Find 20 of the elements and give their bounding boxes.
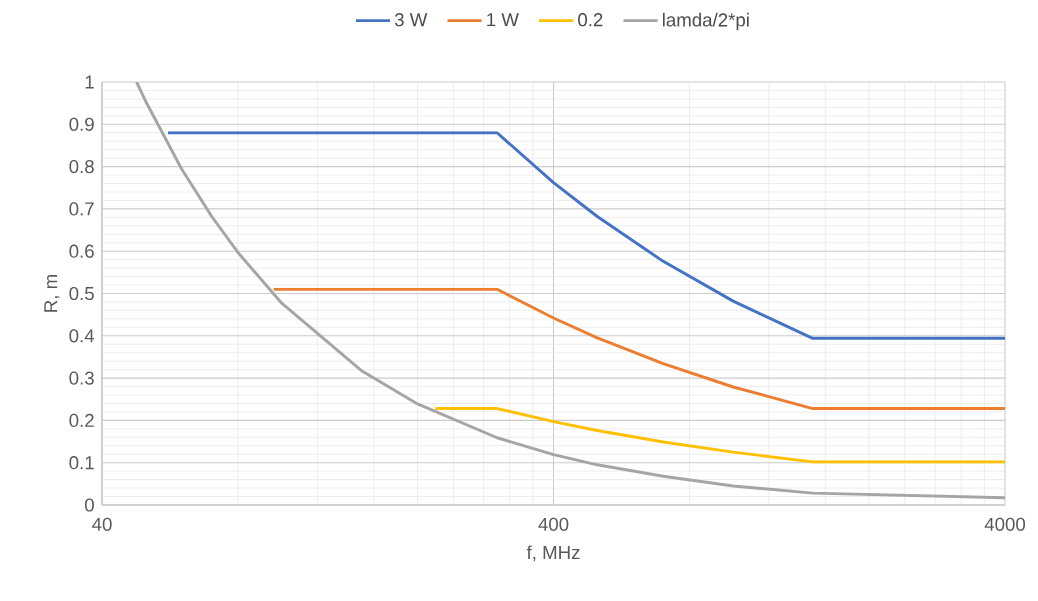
y-tick-label: 0.9 [69, 117, 94, 131]
x-tick-label: 40 [92, 517, 112, 531]
y-tick-label: 0.8 [69, 159, 94, 174]
y-tick-label: 0.7 [69, 202, 94, 216]
legend-label: 0.2 [578, 13, 603, 27]
x-axis-title: f, MHz [526, 545, 580, 562]
y-axis-title: R, m [44, 275, 60, 312]
y-tick-label: 0.4 [69, 329, 95, 343]
y-tick-label: 1 [85, 75, 94, 89]
y-tick-label: 0.5 [69, 286, 94, 301]
y-tick-label: 0.3 [69, 371, 94, 385]
legend-label: 1 W [487, 13, 519, 27]
y-tick-label: 0.1 [69, 456, 94, 470]
y-tick-label: 0.2 [69, 413, 94, 428]
legend-label: 3 W [394, 13, 428, 27]
y-tick-label: 0 [84, 498, 94, 512]
x-tick-label: 4000 [984, 517, 1026, 531]
y-tick-label: 0.6 [69, 244, 94, 258]
legend-label: lamda/2*pi [662, 12, 749, 31]
x-tick-label: 400 [538, 517, 569, 531]
